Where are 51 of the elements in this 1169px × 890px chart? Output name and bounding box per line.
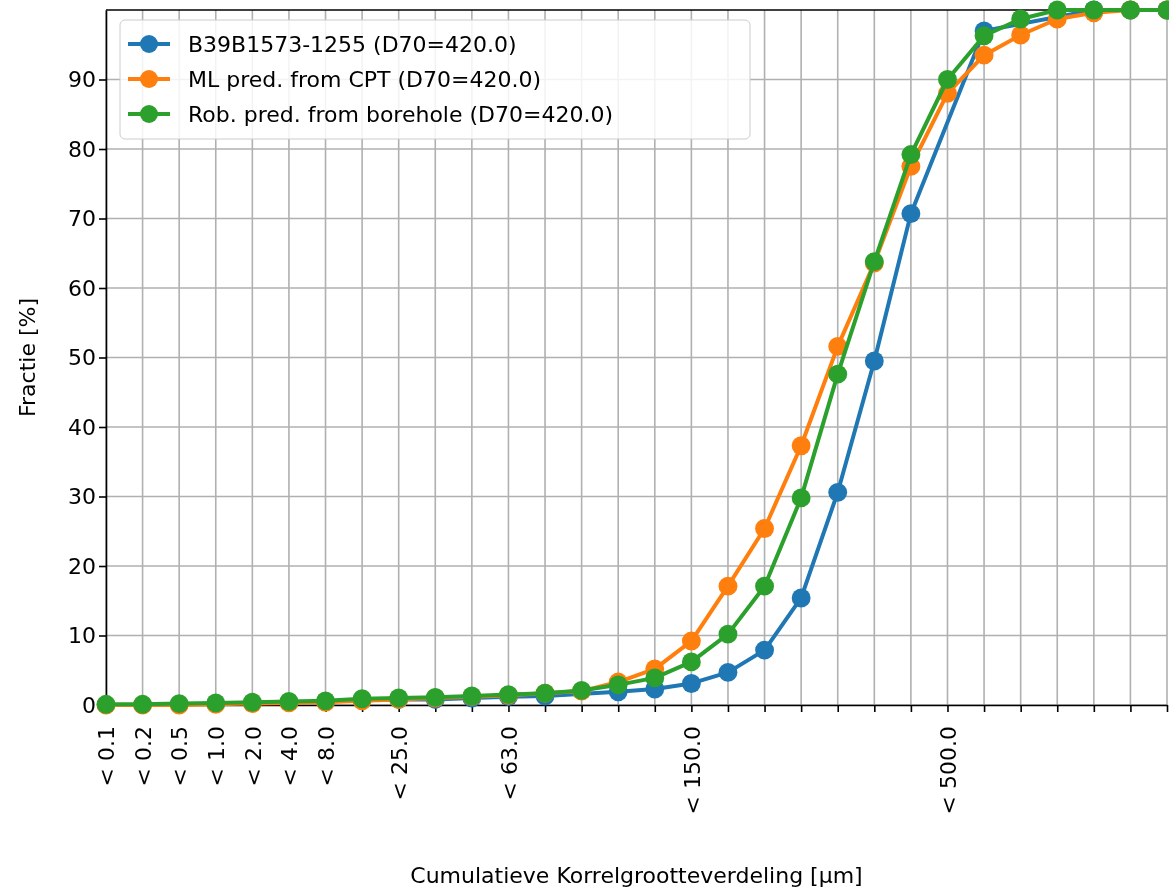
x-tick-label: < 0.1 (94, 726, 120, 787)
x-tick-label: < 4.0 (277, 726, 303, 787)
y-axis-title: Fractie [%] (15, 297, 40, 418)
x-tick-label: < 63.0 (496, 726, 522, 801)
x-axis-title: Cumulatieve Korrelgrootteverdeling [µm] (410, 863, 863, 888)
y-tick-label: 0 (82, 692, 96, 718)
point (828, 336, 848, 356)
point (974, 45, 994, 65)
y-tick-label: 10 (68, 623, 96, 649)
x-tick-label: < 8.0 (313, 726, 339, 787)
point (755, 519, 774, 538)
legend-label: B39B1573-1255 (D70=420.0) (188, 32, 517, 57)
y-tick-label: 80 (68, 136, 96, 162)
point (1011, 25, 1031, 45)
y-tick-label: 60 (68, 275, 96, 301)
point (718, 624, 738, 644)
point (938, 70, 957, 89)
point (718, 662, 738, 682)
y-tick-label: 40 (68, 414, 96, 440)
y-tick-label: 90 (68, 67, 96, 93)
point (791, 588, 811, 608)
x-tick-label: < 0.2 (130, 726, 156, 787)
x-tick-label: < 25.0 (386, 726, 412, 801)
point (828, 364, 848, 384)
point (681, 652, 701, 672)
x-tick-label: < 2.0 (240, 726, 266, 787)
x-tick-label: < 150.0 (679, 726, 705, 815)
legend-label: Rob. pred. from borehole (D70=420.0) (188, 102, 613, 127)
point (791, 436, 811, 456)
point (828, 482, 848, 502)
y-tick-label: 50 (68, 345, 96, 371)
point (755, 576, 774, 596)
point (645, 668, 665, 688)
y-tick-label: 30 (68, 484, 96, 510)
point (718, 576, 738, 596)
x-tick-label: < 0.5 (167, 726, 193, 787)
point (791, 488, 811, 508)
point (864, 351, 884, 371)
point (681, 631, 701, 651)
point (1011, 9, 1031, 29)
x-tick-label: < 500.0 (935, 726, 961, 815)
point (681, 674, 701, 693)
y-tick-label: 70 (68, 206, 96, 232)
y-tick-label: 20 (68, 553, 96, 579)
point (755, 640, 774, 660)
point (974, 26, 994, 46)
point (901, 204, 921, 224)
point (901, 145, 921, 164)
x-tick-label: < 1.0 (203, 726, 229, 787)
legend-label: ML pred. from CPT (D70=420.0) (188, 67, 542, 92)
point (1047, 0, 1067, 20)
